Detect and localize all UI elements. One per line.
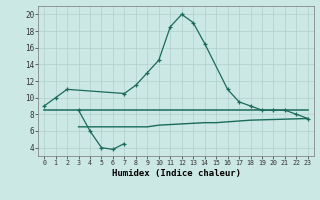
X-axis label: Humidex (Indice chaleur): Humidex (Indice chaleur): [111, 169, 241, 178]
